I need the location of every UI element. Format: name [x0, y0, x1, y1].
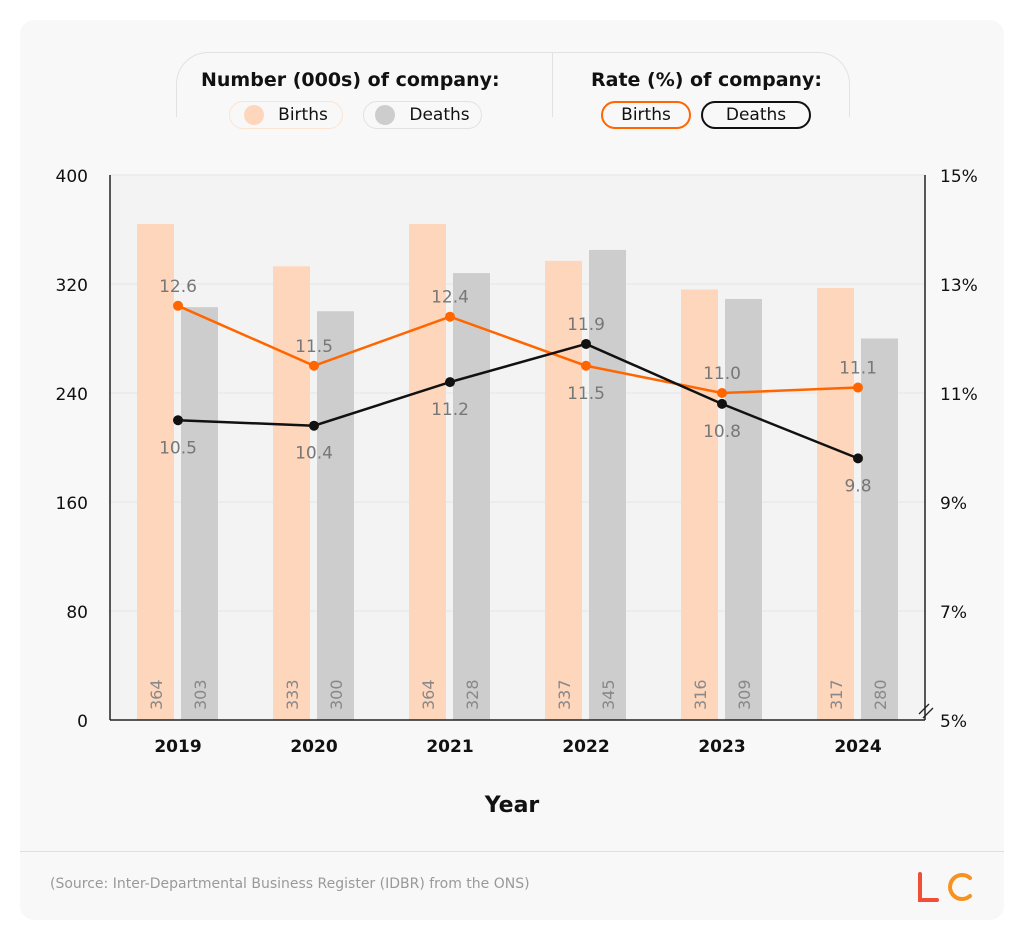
line-value-label: 11.0: [703, 364, 741, 384]
legend-number-title: Number (000s) of company:: [201, 69, 500, 91]
bar-births: [817, 288, 854, 720]
y-right-tick-label: 15%: [940, 167, 978, 187]
legend-births-rate[interactable]: Births: [601, 101, 691, 129]
line-point: [853, 382, 863, 393]
bar-value-label: 364: [147, 679, 166, 710]
line-value-label: 11.5: [567, 384, 605, 404]
legend-deaths-rate[interactable]: Deaths: [701, 101, 811, 129]
line-value-label: 10.4: [295, 444, 333, 464]
line-point: [309, 360, 319, 371]
line-value-label: 10.8: [703, 422, 741, 442]
legend-divider: [552, 53, 553, 117]
plot-area: [110, 175, 925, 720]
y-left-tick-label: 80: [66, 603, 88, 623]
line-value-label: 12.4: [431, 288, 469, 308]
legend-label: Births: [621, 105, 671, 125]
y-left-tick-label: 0: [77, 712, 88, 732]
lc-logo: [918, 872, 972, 902]
legend-label: Deaths: [409, 105, 470, 125]
line-value-label: 11.5: [295, 337, 333, 357]
y-left-tick-label: 240: [56, 385, 88, 405]
line-point: [581, 360, 591, 371]
line-value-label: 10.5: [159, 438, 197, 458]
bar-births: [409, 224, 446, 721]
y-right-tick-label: 5%: [940, 712, 967, 732]
bar-value-label: 316: [691, 679, 710, 710]
axis-break-icon: [918, 703, 934, 719]
y-left-tick-label: 160: [56, 494, 88, 514]
y-right-tick-label: 11%: [940, 385, 978, 405]
line-point: [445, 377, 455, 388]
legend: Number (000s) of company: Rate (%) of co…: [176, 52, 850, 117]
deaths-swatch-icon: [375, 105, 396, 125]
line-value-label: 11.1: [839, 359, 877, 379]
bar-value-label: 280: [871, 679, 890, 710]
bar-births: [273, 266, 310, 720]
line-point: [717, 398, 727, 409]
bar-births: [681, 289, 718, 720]
x-tick-label: 2024: [834, 737, 881, 757]
legend-label: Deaths: [725, 105, 787, 125]
line-value-label: 11.2: [431, 400, 469, 420]
bar-deaths: [317, 311, 354, 720]
line-point: [173, 415, 183, 426]
line-value-label: 11.9: [567, 315, 605, 335]
line-value-label: 9.8: [844, 476, 871, 496]
bar-deaths: [725, 298, 762, 720]
line-value-label: 12.6: [159, 277, 197, 297]
line-point: [309, 420, 319, 431]
bar-value-label: 317: [827, 679, 846, 710]
bar-value-label: 328: [463, 679, 482, 710]
bar-births: [137, 224, 174, 721]
bar-value-label: 309: [735, 679, 754, 710]
bar-value-label: 303: [191, 679, 210, 710]
line-deaths: [177, 342, 859, 460]
bar-value-label: 300: [327, 679, 346, 710]
births-swatch-icon: [244, 105, 265, 125]
x-tick-label: 2022: [562, 737, 609, 757]
y-right-tick-label: 7%: [940, 603, 967, 623]
x-tick-label: 2020: [290, 737, 337, 757]
y-right-tick-label: 13%: [940, 276, 978, 296]
x-axis-title: Year: [484, 793, 540, 818]
y-left-tick-label: 400: [56, 167, 88, 187]
y-right-tick-label: 9%: [940, 494, 967, 514]
legend-label: Births: [278, 105, 328, 125]
bar-deaths: [181, 307, 218, 720]
bar-value-label: 364: [419, 679, 438, 710]
line-point: [445, 311, 455, 322]
legend-rate-title: Rate (%) of company:: [591, 69, 823, 91]
bar-deaths: [453, 273, 490, 720]
x-tick-label: 2023: [698, 737, 745, 757]
source-note: (Source: Inter-Departmental Business Reg…: [50, 876, 530, 892]
legend-deaths-bar[interactable]: Deaths: [363, 101, 482, 129]
bar-deaths: [861, 338, 898, 720]
bar-deaths: [589, 249, 626, 720]
bar-births: [545, 260, 582, 720]
bar-value-label: 345: [599, 679, 618, 710]
bar-value-label: 337: [555, 679, 574, 710]
line-point: [853, 453, 863, 464]
x-tick-label: 2021: [426, 737, 473, 757]
x-tick-label: 2019: [154, 737, 201, 757]
line-births: [177, 304, 859, 395]
bar-value-label: 333: [283, 679, 302, 710]
line-point: [717, 388, 727, 398]
legend-births-bar[interactable]: Births: [229, 101, 343, 129]
y-left-tick-label: 320: [56, 276, 88, 296]
line-point: [581, 338, 591, 349]
divider: [20, 851, 1004, 852]
line-point: [173, 300, 183, 311]
